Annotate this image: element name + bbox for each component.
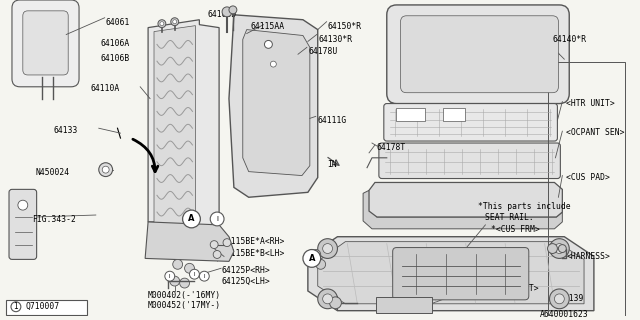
- Text: <HTR UNIT>: <HTR UNIT>: [566, 99, 615, 108]
- Text: <CONT UNIT>: <CONT UNIT>: [485, 284, 539, 293]
- Text: <HARNESS>: <HARNESS>: [566, 252, 610, 260]
- Text: 64150*R: 64150*R: [328, 22, 362, 31]
- Text: 64125Q<LH>: 64125Q<LH>: [221, 277, 270, 286]
- FancyBboxPatch shape: [12, 0, 79, 87]
- Polygon shape: [154, 26, 195, 227]
- Text: 64110A: 64110A: [91, 84, 120, 93]
- Text: 64111G: 64111G: [317, 116, 347, 125]
- Text: IN: IN: [328, 160, 337, 169]
- Text: 64061: 64061: [106, 18, 130, 27]
- Text: 1: 1: [13, 302, 19, 311]
- Text: 64178U: 64178U: [309, 47, 338, 56]
- Text: Q710007: Q710007: [26, 302, 60, 311]
- Circle shape: [171, 18, 179, 26]
- Circle shape: [222, 7, 232, 17]
- Circle shape: [210, 241, 218, 249]
- Circle shape: [323, 244, 333, 253]
- Text: *<CUS FRM>: *<CUS FRM>: [492, 225, 540, 234]
- Circle shape: [180, 278, 189, 288]
- FancyBboxPatch shape: [379, 143, 561, 179]
- Text: M000452('17MY-): M000452('17MY-): [148, 301, 221, 310]
- Text: SEAT RAIL.: SEAT RAIL.: [485, 213, 534, 222]
- FancyBboxPatch shape: [401, 16, 558, 93]
- Polygon shape: [363, 190, 563, 229]
- Text: 64139: 64139: [559, 294, 584, 303]
- Text: 64115BE*B<LH>: 64115BE*B<LH>: [221, 249, 284, 258]
- Circle shape: [548, 244, 557, 253]
- Circle shape: [264, 40, 273, 48]
- Circle shape: [182, 210, 200, 228]
- FancyBboxPatch shape: [443, 108, 465, 121]
- Text: 64178T: 64178T: [377, 143, 406, 152]
- Text: A: A: [188, 214, 195, 223]
- Circle shape: [303, 250, 321, 267]
- FancyBboxPatch shape: [393, 248, 529, 300]
- Text: 64125P<RH>: 64125P<RH>: [221, 266, 270, 275]
- Circle shape: [165, 271, 175, 281]
- Text: 64115BE*A<RH>: 64115BE*A<RH>: [221, 237, 284, 246]
- Text: I: I: [169, 274, 171, 279]
- Circle shape: [158, 20, 166, 28]
- Text: 64115AA: 64115AA: [251, 22, 285, 31]
- Circle shape: [317, 289, 337, 309]
- Text: N450024: N450024: [36, 168, 70, 177]
- Circle shape: [189, 269, 200, 279]
- Polygon shape: [308, 237, 594, 311]
- Circle shape: [18, 200, 28, 210]
- Text: A: A: [308, 254, 315, 263]
- Text: <CUS PAD>: <CUS PAD>: [566, 172, 610, 182]
- Text: *This parts include: *This parts include: [477, 202, 570, 211]
- Text: 64130*R: 64130*R: [319, 35, 353, 44]
- FancyBboxPatch shape: [23, 11, 68, 75]
- Circle shape: [223, 239, 231, 247]
- Circle shape: [550, 289, 569, 309]
- Circle shape: [173, 20, 177, 24]
- Circle shape: [200, 271, 209, 281]
- Circle shape: [229, 6, 237, 14]
- Circle shape: [323, 294, 333, 304]
- Circle shape: [184, 263, 195, 273]
- FancyBboxPatch shape: [6, 300, 87, 315]
- Polygon shape: [148, 20, 219, 232]
- FancyBboxPatch shape: [376, 297, 432, 313]
- Text: I: I: [216, 216, 218, 222]
- Circle shape: [210, 212, 224, 226]
- FancyBboxPatch shape: [9, 189, 36, 260]
- Text: 64140*R: 64140*R: [552, 35, 587, 44]
- Circle shape: [554, 294, 564, 304]
- Polygon shape: [369, 182, 563, 217]
- Circle shape: [173, 260, 182, 269]
- Circle shape: [11, 302, 21, 312]
- Text: FIG.343-2: FIG.343-2: [32, 215, 76, 224]
- Circle shape: [316, 260, 326, 269]
- Circle shape: [550, 239, 569, 259]
- FancyBboxPatch shape: [384, 104, 557, 141]
- Circle shape: [554, 244, 564, 253]
- Circle shape: [330, 297, 341, 309]
- Polygon shape: [243, 29, 310, 176]
- Circle shape: [160, 22, 164, 26]
- Text: 64106A: 64106A: [100, 39, 130, 48]
- Text: M000402(-'16MY): M000402(-'16MY): [148, 291, 221, 300]
- Circle shape: [270, 61, 276, 67]
- Text: 64106B: 64106B: [100, 54, 130, 63]
- Circle shape: [311, 250, 321, 260]
- Circle shape: [102, 166, 109, 173]
- Polygon shape: [317, 242, 584, 304]
- Circle shape: [170, 276, 180, 286]
- Text: I: I: [194, 272, 195, 277]
- Polygon shape: [145, 222, 234, 261]
- FancyBboxPatch shape: [396, 108, 425, 121]
- Text: A640001623: A640001623: [540, 310, 588, 319]
- Polygon shape: [229, 15, 317, 197]
- FancyBboxPatch shape: [387, 5, 569, 104]
- Circle shape: [213, 251, 221, 259]
- Text: 64133: 64133: [53, 126, 78, 135]
- Circle shape: [317, 239, 337, 259]
- Circle shape: [558, 244, 566, 252]
- Text: I: I: [204, 274, 205, 279]
- Text: 64106D: 64106D: [207, 10, 237, 19]
- Circle shape: [99, 163, 113, 177]
- Text: <OCPANT SEN>: <OCPANT SEN>: [566, 128, 625, 137]
